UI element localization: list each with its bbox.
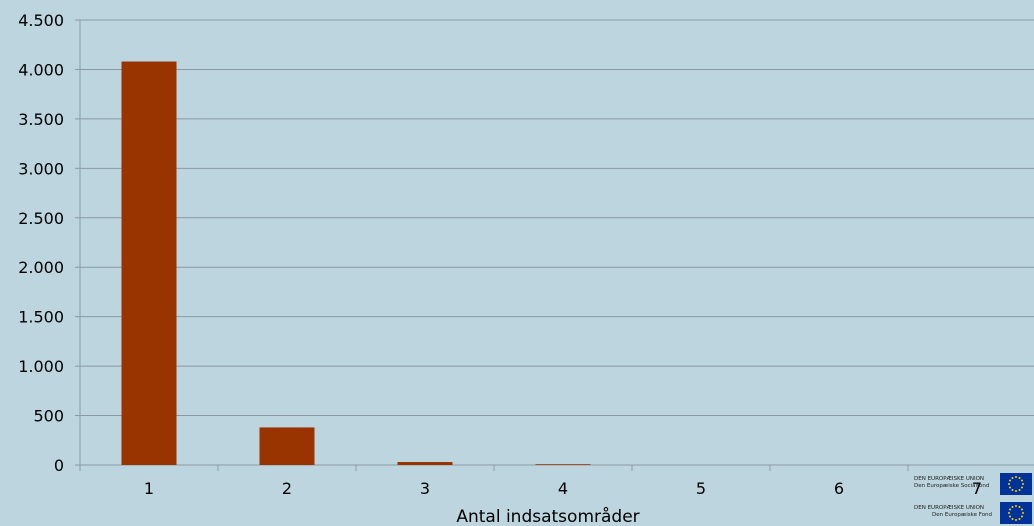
eu-logo-top: DEN EUROPÆISKE UNION Den Europæiske Soci… — [912, 473, 1034, 497]
eu-logo-bottom-line2: Den Europæiske Fond — [932, 512, 993, 518]
x-tick-label: 6 — [834, 479, 844, 498]
y-tick-label: 3.000 — [18, 159, 64, 178]
eu-logo-top-line1: DEN EUROPÆISKE UNION — [914, 476, 985, 482]
y-tick-label: 4.000 — [18, 60, 64, 79]
x-axis-label: Antal indsatsområder — [456, 506, 639, 526]
y-tick-label: 1.500 — [18, 308, 64, 327]
bar-2 — [259, 427, 315, 465]
bars — [121, 61, 591, 466]
y-tick-label: 0 — [54, 456, 64, 475]
eu-logo-bottom-line1: DEN EUROPÆISKE UNION — [914, 505, 985, 511]
eu-flag-icon — [1000, 473, 1032, 495]
x-tick-label: 4 — [558, 479, 568, 498]
x-tick-labels: 1 2 3 4 5 6 7 — [144, 479, 982, 498]
y-tick-label: 4.500 — [18, 11, 64, 30]
y-tick-label: 2.000 — [18, 258, 64, 277]
bar-3 — [397, 462, 453, 465]
x-tick-label: 2 — [282, 479, 292, 498]
x-tick-label: 5 — [696, 479, 706, 498]
bar-1 — [121, 61, 177, 466]
x-tick-label: 7 — [972, 479, 982, 498]
eu-logo-bottom: DEN EUROPÆISKE UNION Den Europæiske Fond — [912, 502, 1034, 526]
y-tick-label: 3.500 — [18, 110, 64, 129]
y-tick-label: 500 — [33, 407, 64, 426]
y-tick-label: 2.500 — [18, 209, 64, 228]
x-tick-label: 1 — [144, 479, 154, 498]
grid-lines — [75, 19, 1034, 471]
y-tick-labels: 0 500 1.000 1.500 2.000 2.500 3.000 3.500 4.000 4… — [18, 11, 64, 475]
bar-4 — [535, 464, 591, 465]
x-tick-label: 3 — [420, 479, 430, 498]
eu-flag-icon — [1000, 502, 1032, 524]
eu-logo-top-line2: Den Europæiske Socialfond — [914, 483, 990, 489]
y-tick-label: 1.000 — [18, 357, 64, 376]
